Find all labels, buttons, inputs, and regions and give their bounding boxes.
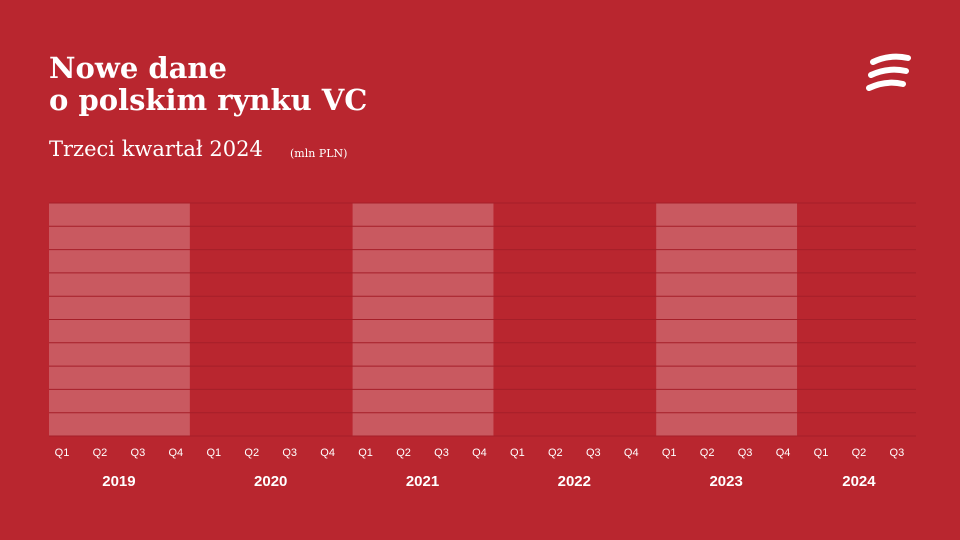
year-label: 2019 [102,473,135,490]
year-label: 2024 [842,473,876,490]
x-tick-label: Q1 [510,447,525,459]
x-tick-label: Q4 [169,447,184,459]
x-tick-label: Q3 [131,447,146,459]
chart-subtitle: Trzeci kwartał 2024 [49,137,263,161]
x-tick-label: Q3 [434,447,449,459]
x-tick-label: Q2 [93,447,108,459]
x-tick-label: Q3 [282,447,297,459]
year-label: 2023 [709,473,742,490]
x-tick-label: Q4 [624,447,639,459]
x-tick-label: Q4 [776,447,791,459]
chart-title: Nowe dane [49,51,227,85]
x-tick-label: Q1 [358,447,373,459]
unit-label: (mln PLN) [290,147,347,160]
x-tick-label: Q3 [586,447,601,459]
x-tick-label: Q2 [244,447,259,459]
x-tick-label: Q2 [548,447,563,459]
year-label: 2021 [406,473,439,490]
year-label: 2022 [558,473,591,490]
x-tick-label: Q2 [700,447,715,459]
chart-title: o polskim rynku VC [49,83,367,117]
x-tick-label: Q3 [890,447,905,459]
x-tick-label: Q1 [55,447,70,459]
x-tick-label: Q2 [852,447,867,459]
x-tick-label: Q4 [472,447,487,459]
x-tick-label: Q4 [320,447,335,459]
x-tick-label: Q1 [206,447,221,459]
x-tick-label: Q3 [738,447,753,459]
x-tick-label: Q1 [814,447,829,459]
year-label: 2020 [254,473,287,490]
logo [866,53,911,91]
x-tick-label: Q1 [662,447,677,459]
x-tick-label: Q2 [396,447,411,459]
